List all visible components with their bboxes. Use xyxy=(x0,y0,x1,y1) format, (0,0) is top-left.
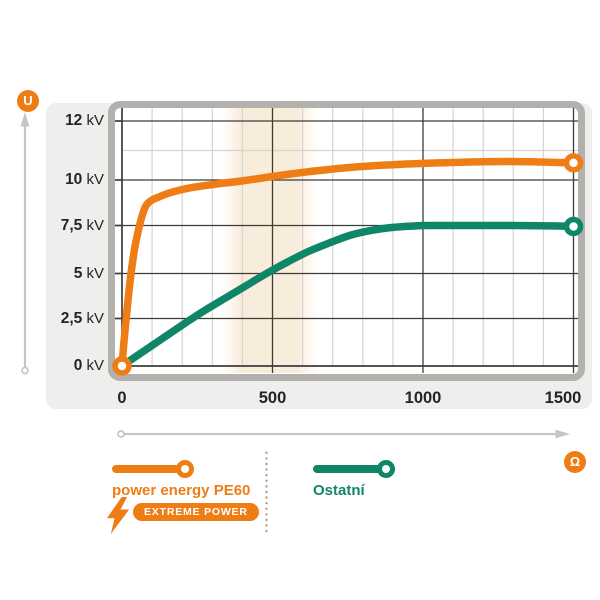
pe60-label: power energy PE60 xyxy=(112,482,251,499)
legend-divider xyxy=(265,450,268,534)
lightning-bolt-icon xyxy=(106,497,130,534)
y-tick-label: 5 kV xyxy=(73,264,104,282)
y-tick-label: 7,5 kV xyxy=(60,216,104,234)
omega-axis-badge: Ω xyxy=(564,451,586,473)
y-tick-label: 10 kV xyxy=(65,171,104,188)
ostatni-label: Ostatní xyxy=(313,482,365,499)
x-tick-label: 0 xyxy=(117,389,127,407)
pe60-line-sample xyxy=(112,465,180,473)
y-tick-label: 0 kV xyxy=(73,357,104,374)
y-tick-label: 2,5 kV xyxy=(60,309,104,327)
x-tick-label: 1000 xyxy=(404,389,442,407)
y-tick-label: 12 kV xyxy=(65,112,104,129)
extreme-power-badge: EXTREME POWER xyxy=(133,503,259,521)
u-axis-badge: U xyxy=(17,90,39,112)
pe60-end-marker-sample xyxy=(176,460,194,478)
ostatni-line-sample xyxy=(313,465,381,473)
arrow-up-icon xyxy=(20,112,30,127)
u-axis-arrow xyxy=(20,112,30,375)
arrow-right-icon xyxy=(555,429,570,439)
x-tick-label: 1500 xyxy=(544,389,582,407)
omega-axis-arrow xyxy=(117,429,570,439)
plot-area-frame xyxy=(108,101,585,381)
ostatni-end-marker-sample xyxy=(377,460,395,478)
x-tick-label: 500 xyxy=(258,389,287,407)
